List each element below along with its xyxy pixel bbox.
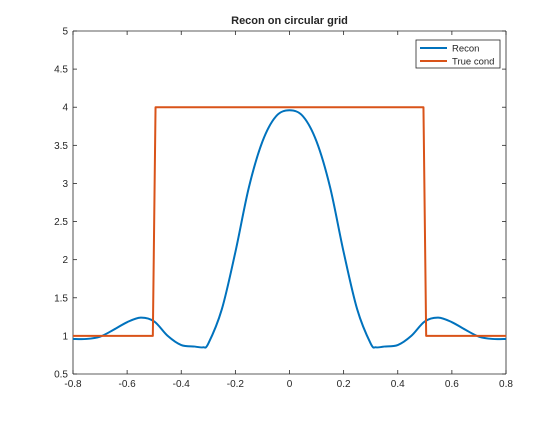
x-tick-label: -0.6 <box>119 379 137 390</box>
legend: Recon True cond <box>415 39 501 69</box>
y-tick-label: 4.5 <box>54 65 68 76</box>
y-tick-label: 1 <box>62 331 68 342</box>
chart-title: Recon on circular grid <box>231 15 348 27</box>
y-axis-ticks: 0.5 1 1.5 2 2.5 3 3.5 4 4.5 5 <box>54 27 506 381</box>
x-tick-label: 0.8 <box>499 379 513 390</box>
x-tick-label: -0.4 <box>173 379 191 390</box>
legend-label-true-cond: True cond <box>452 57 494 68</box>
x-tick-label: -0.2 <box>227 379 245 390</box>
plot-area <box>73 31 506 374</box>
x-tick-label: 0 <box>287 379 293 390</box>
legend-label-recon: Recon <box>452 44 479 55</box>
x-axis-ticks: -0.8 -0.6 -0.4 -0.2 0 0.2 0.4 0.6 0.8 <box>64 31 513 390</box>
series-line-true-cond <box>73 106 506 337</box>
y-tick-label: 2 <box>62 255 68 266</box>
y-tick-label: 3 <box>62 179 68 190</box>
series-line-recon <box>72 109 507 349</box>
legend-box <box>415 39 501 69</box>
x-tick-label: 0.4 <box>391 379 405 390</box>
y-tick-label: 5 <box>62 27 68 38</box>
x-tick-label: 0.6 <box>445 379 459 390</box>
y-tick-label: 1.5 <box>54 293 68 304</box>
x-tick-label: -0.8 <box>64 379 82 390</box>
series-layer <box>72 106 507 349</box>
y-tick-label: 4 <box>62 103 68 114</box>
y-tick-label: 2.5 <box>54 217 68 228</box>
y-tick-label: 0.5 <box>54 370 68 381</box>
y-tick-label: 3.5 <box>54 141 68 152</box>
x-tick-label: 0.2 <box>337 379 351 390</box>
